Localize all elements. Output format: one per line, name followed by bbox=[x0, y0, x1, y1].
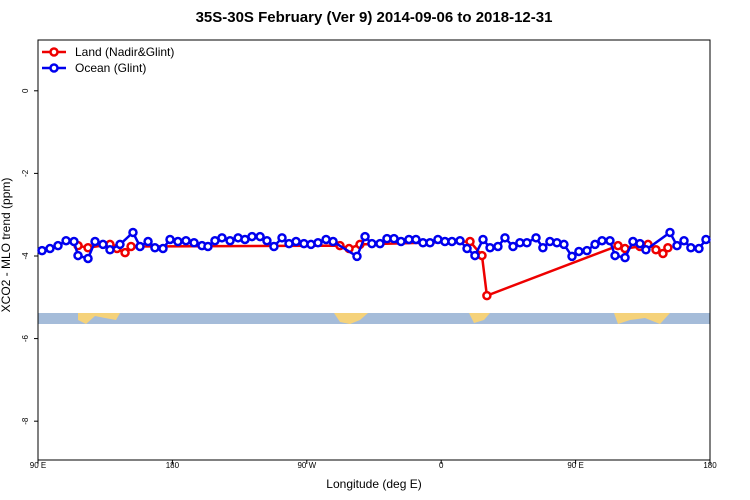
point bbox=[610, 250, 620, 261]
x-tick-label: 90 E bbox=[30, 461, 46, 470]
point bbox=[701, 234, 711, 245]
y-tick-label: -6 bbox=[21, 334, 30, 342]
point bbox=[679, 235, 689, 246]
point bbox=[126, 241, 136, 252]
point bbox=[658, 248, 668, 259]
point bbox=[313, 238, 323, 248]
point bbox=[574, 246, 584, 257]
chart-title: 35S-30S February (Ver 9) 2014-09-06 to 2… bbox=[196, 9, 553, 26]
point bbox=[150, 242, 160, 253]
point bbox=[447, 236, 457, 247]
point bbox=[597, 235, 607, 246]
point bbox=[590, 239, 600, 250]
point bbox=[665, 227, 675, 238]
point bbox=[582, 245, 592, 256]
point bbox=[605, 235, 615, 246]
point bbox=[396, 236, 406, 247]
point bbox=[291, 236, 301, 247]
point bbox=[37, 245, 47, 256]
x-axis-label: Longitude (deg E) bbox=[326, 477, 421, 491]
point bbox=[462, 243, 472, 254]
point bbox=[255, 231, 265, 242]
point bbox=[455, 235, 465, 246]
x-tick-label: 90 E bbox=[567, 461, 583, 470]
point bbox=[165, 234, 175, 245]
point bbox=[663, 242, 673, 253]
point bbox=[115, 239, 125, 250]
point bbox=[672, 240, 682, 251]
point bbox=[247, 231, 257, 242]
point bbox=[482, 290, 492, 301]
point bbox=[485, 242, 495, 253]
point bbox=[128, 227, 138, 238]
legend-marker bbox=[49, 47, 59, 57]
point bbox=[217, 233, 227, 243]
legend-label: Ocean (Glint) bbox=[75, 61, 146, 75]
point bbox=[83, 253, 93, 264]
point bbox=[105, 245, 115, 255]
point bbox=[635, 238, 645, 249]
point bbox=[181, 235, 191, 246]
point bbox=[143, 236, 153, 247]
legend-label: Land (Nadir&Glint) bbox=[75, 45, 174, 59]
point bbox=[375, 238, 385, 249]
legend-marker bbox=[49, 63, 59, 73]
point bbox=[73, 250, 83, 261]
point bbox=[69, 236, 79, 247]
point bbox=[277, 233, 287, 243]
point bbox=[567, 251, 577, 262]
point bbox=[158, 243, 168, 254]
point bbox=[411, 234, 421, 245]
y-tick-label: 0 bbox=[21, 88, 30, 93]
point bbox=[478, 234, 488, 245]
x-tick-label: 180 bbox=[166, 461, 180, 470]
point bbox=[269, 241, 279, 252]
point bbox=[367, 238, 377, 249]
point bbox=[90, 236, 100, 247]
point bbox=[189, 238, 199, 248]
map-strip bbox=[38, 313, 710, 324]
point bbox=[694, 243, 704, 254]
point bbox=[328, 236, 338, 247]
y-tick-label: -8 bbox=[21, 417, 30, 425]
x-tick-label: 0 bbox=[439, 461, 444, 470]
point bbox=[508, 241, 518, 252]
point bbox=[120, 247, 130, 258]
point bbox=[45, 243, 55, 254]
point bbox=[500, 233, 510, 243]
point bbox=[173, 236, 183, 247]
y-tick-label: -2 bbox=[21, 169, 30, 177]
point bbox=[98, 239, 108, 250]
point bbox=[225, 235, 235, 246]
point bbox=[641, 245, 651, 255]
point bbox=[470, 250, 480, 261]
point bbox=[360, 231, 370, 242]
point bbox=[651, 245, 661, 255]
point bbox=[531, 233, 541, 243]
point bbox=[686, 242, 696, 253]
point bbox=[61, 235, 71, 246]
point bbox=[538, 242, 548, 253]
x-tick-label: 90 W bbox=[297, 461, 316, 470]
point bbox=[559, 239, 569, 250]
point bbox=[135, 241, 145, 252]
point bbox=[493, 241, 503, 252]
x-tick-label: 180 bbox=[703, 461, 717, 470]
point bbox=[53, 240, 63, 251]
point bbox=[262, 235, 272, 246]
point bbox=[425, 238, 435, 248]
y-axis-label: XCO2 - MLO trend (ppm) bbox=[0, 178, 13, 313]
y-tick-label: -4 bbox=[21, 252, 30, 260]
point bbox=[203, 241, 213, 252]
point bbox=[352, 251, 362, 262]
point bbox=[620, 252, 630, 263]
point bbox=[522, 238, 532, 248]
